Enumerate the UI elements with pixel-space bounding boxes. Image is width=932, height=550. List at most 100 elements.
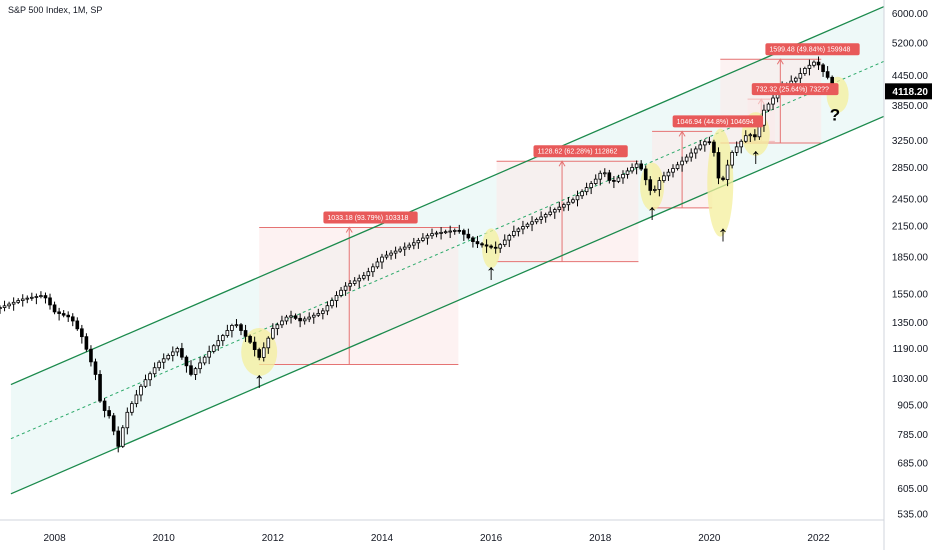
candle-up (380, 256, 384, 263)
candle-up (666, 171, 671, 177)
y-tick-label: 905.00 (897, 401, 928, 412)
candle-up (807, 64, 812, 69)
y-tick-label: 4450.00 (892, 71, 929, 82)
candle-down (84, 336, 89, 350)
candle-up (221, 335, 225, 342)
measure-label: 1128.62 (62.28%) 112862 (537, 149, 617, 156)
candle-down (80, 328, 84, 338)
candle-up (152, 367, 157, 375)
candle-up (575, 195, 580, 201)
candle-up (120, 427, 125, 447)
candle-up (325, 305, 330, 312)
candle-up (653, 189, 657, 191)
candle-up (771, 97, 775, 105)
candle-down (612, 180, 616, 182)
candle-up (302, 318, 307, 322)
candle-up (216, 340, 221, 347)
candle-up (11, 301, 16, 305)
measure-label: 1599.48 (49.84%) 159948 (769, 47, 850, 54)
candle-down (712, 141, 716, 153)
candle-down (239, 324, 243, 331)
candle-up (803, 68, 807, 74)
candle-down (57, 311, 61, 314)
candle-down (643, 168, 648, 181)
candle-up (234, 324, 239, 327)
measure-arrow-head (678, 130, 686, 137)
candle-up (766, 103, 771, 111)
candle-down (107, 410, 111, 417)
candle-down (48, 297, 52, 306)
candle-up (593, 178, 598, 184)
candle-down (493, 246, 498, 249)
candle-down (471, 237, 475, 242)
candle-up (552, 209, 557, 213)
candle-up (280, 320, 284, 326)
candle-up (671, 168, 675, 173)
candle-down (52, 304, 57, 313)
candle-up (548, 211, 553, 215)
candle-down (298, 317, 302, 322)
channel-lower-line (10, 115, 884, 495)
up-arrow-icon: ↑ (718, 221, 729, 246)
candle-down (98, 374, 102, 402)
measure-label: 1046.94 (44.8%) 104694 (677, 119, 754, 126)
question-mark: ? (830, 105, 840, 124)
candle-up (616, 177, 621, 182)
measure-label: 1033.18 (93.79%) 103318 (327, 215, 408, 222)
candle-down (475, 241, 480, 245)
up-arrow-icon: ↑ (647, 199, 658, 224)
candle-down (293, 315, 298, 319)
candle-up (125, 411, 130, 429)
candle-up (398, 248, 402, 252)
candle-up (507, 235, 512, 241)
candle-up (134, 394, 139, 405)
measure-label: 732.32 (25.64%) 732?? (756, 87, 829, 94)
candle-up (793, 77, 798, 82)
candle-down (489, 245, 493, 248)
last-price-label: 4118.20 (892, 87, 928, 98)
candle-up (566, 201, 571, 206)
candle-up (730, 152, 734, 166)
candle-up (198, 362, 202, 370)
candle-up (443, 231, 448, 234)
x-tick-label: 2018 (589, 533, 612, 544)
candle-up (7, 303, 11, 307)
candle-up (434, 232, 439, 235)
x-tick-label: 2016 (480, 533, 503, 544)
measure-label-bg (323, 211, 418, 224)
candle-up (630, 167, 634, 172)
measure-box (496, 161, 639, 262)
y-tick-label: 1850.00 (892, 253, 929, 264)
x-tick-label: 2010 (153, 533, 176, 544)
candle-up (502, 239, 507, 246)
candle-down (252, 341, 257, 350)
candle-up (261, 347, 266, 358)
candle-up (662, 175, 666, 181)
candle-up (193, 368, 198, 375)
candle-up (375, 261, 380, 268)
candle-down (821, 64, 825, 73)
candle-up (271, 328, 275, 339)
y-tick-label: 2150.00 (892, 221, 929, 232)
candle-up (334, 295, 339, 301)
candle-up (207, 350, 211, 358)
y-tick-label: 605.00 (897, 484, 928, 495)
candle-up (289, 315, 293, 318)
candle-down (43, 295, 48, 299)
candle-down (707, 141, 712, 144)
candle-up (693, 148, 698, 154)
candle-up (39, 295, 43, 298)
candle-down (93, 361, 98, 375)
candle-up (161, 358, 166, 363)
candle-down (248, 335, 252, 343)
y-tick-label: 2850.00 (892, 163, 929, 174)
candle-up (698, 144, 703, 150)
candle-up (675, 164, 680, 169)
candle-up (2, 305, 7, 308)
candle-up (357, 277, 362, 282)
candle-up (202, 356, 207, 364)
candle-down (648, 179, 653, 191)
measure-box (259, 227, 459, 365)
candle-up (452, 229, 457, 232)
